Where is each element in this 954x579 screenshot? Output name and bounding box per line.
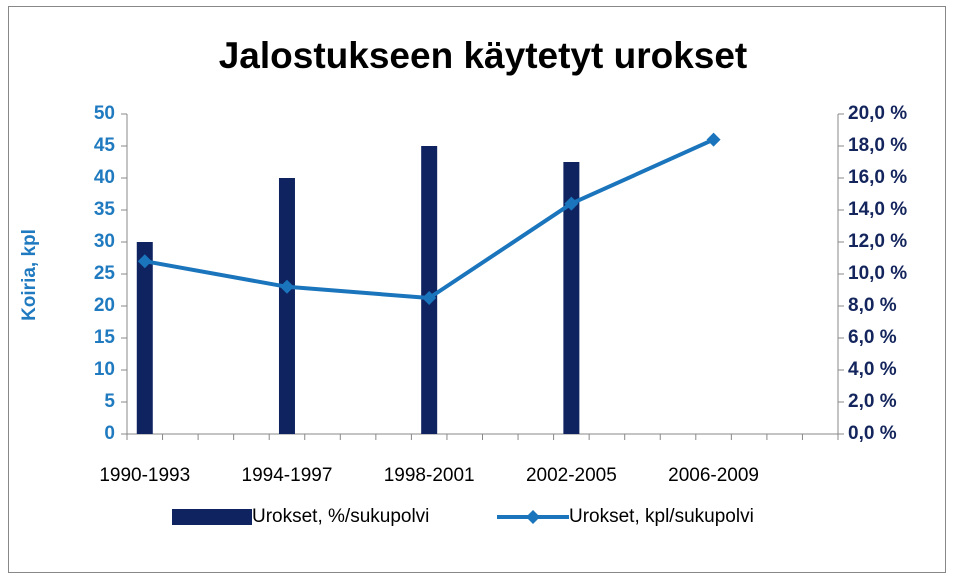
marker bbox=[706, 132, 721, 147]
y-tick-label: 35 bbox=[94, 199, 116, 220]
chart-title: Jalostukseen käytetyt urokset bbox=[219, 35, 748, 76]
y2-tick-label: 2,0 % bbox=[848, 391, 897, 412]
x-tick-label: 1990-1993 bbox=[99, 465, 190, 486]
y2-tick-label: 16,0 % bbox=[848, 167, 907, 188]
x-tick-label: 1994-1997 bbox=[242, 465, 333, 486]
marker bbox=[564, 196, 579, 211]
y2-tick-label: 8,0 % bbox=[848, 295, 897, 316]
y-tick-label: 25 bbox=[94, 263, 116, 284]
y-tick-label: 0 bbox=[104, 423, 115, 444]
y-tick-label: 20 bbox=[94, 295, 115, 316]
bar bbox=[421, 146, 438, 434]
legend-label: Urokset, kpl/sukupolvi bbox=[569, 506, 754, 527]
y2-tick-label: 12,0 % bbox=[848, 231, 907, 252]
y-tick-label: 10 bbox=[94, 359, 115, 380]
bar bbox=[563, 162, 580, 434]
y2-tick-label: 18,0 % bbox=[848, 135, 907, 156]
y-tick-label: 40 bbox=[94, 167, 115, 188]
y-tick-label: 15 bbox=[94, 327, 116, 348]
y-tick-label: 5 bbox=[104, 391, 115, 412]
bar bbox=[278, 178, 295, 434]
y-tick-label: 45 bbox=[94, 135, 116, 156]
y-tick-label: 50 bbox=[94, 103, 115, 124]
x-tick-label: 2006-2009 bbox=[668, 465, 759, 486]
y2-tick-label: 10,0 % bbox=[848, 263, 907, 284]
legend-label: Urokset, %/sukupolvi bbox=[252, 506, 429, 527]
legend-marker bbox=[526, 510, 540, 524]
legend-swatch bbox=[172, 509, 252, 525]
marker bbox=[137, 254, 152, 269]
marker bbox=[279, 279, 294, 294]
x-tick-label: 1998-2001 bbox=[384, 465, 475, 486]
bar bbox=[136, 242, 153, 434]
y2-tick-label: 0,0 % bbox=[848, 423, 897, 444]
chart-border bbox=[8, 6, 946, 573]
marker bbox=[422, 291, 437, 305]
y2-tick-label: 4,0 % bbox=[848, 359, 897, 380]
y2-tick-label: 6,0 % bbox=[848, 327, 897, 348]
y2-tick-label: 20,0 % bbox=[848, 103, 907, 124]
y2-tick-label: 14,0 % bbox=[848, 199, 907, 220]
y-axis-label: Koiria, kpl bbox=[19, 229, 40, 321]
y-tick-label: 30 bbox=[94, 231, 115, 252]
x-tick-label: 2002-2005 bbox=[526, 465, 617, 486]
